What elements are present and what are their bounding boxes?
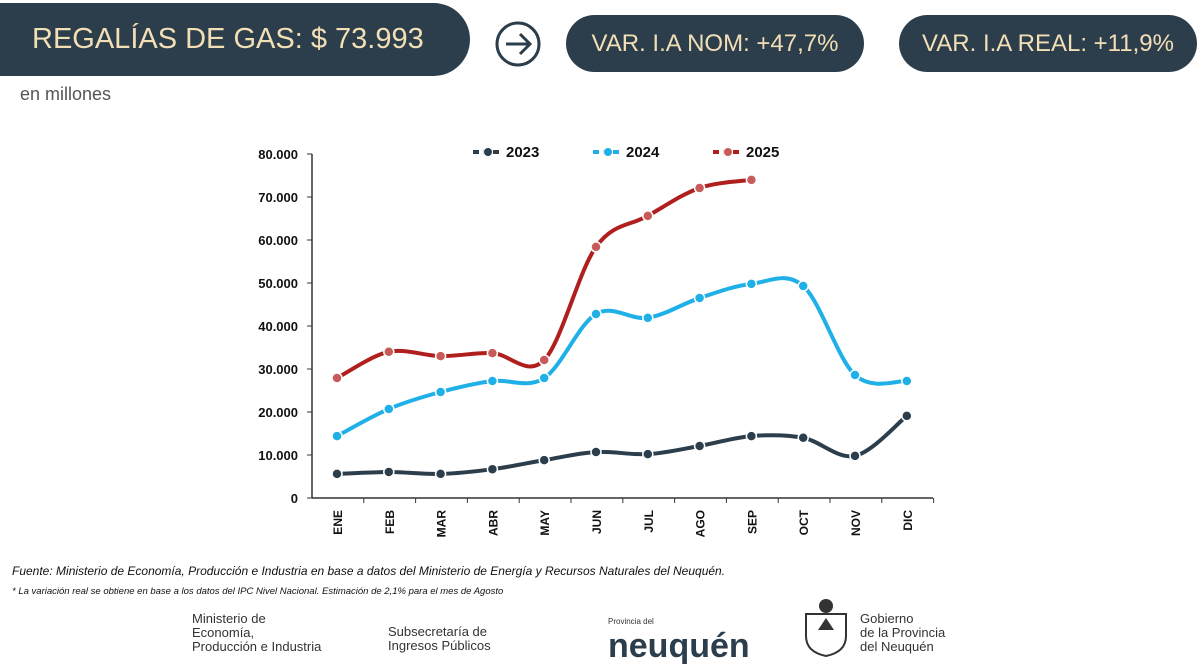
data-point-2023: [331, 468, 343, 480]
y-tick-label: 0: [291, 491, 298, 506]
legend-label-2023: 2023: [506, 144, 539, 161]
data-point-2023: [745, 430, 758, 442]
footnote: * La variación real se obtiene en base a…: [12, 586, 504, 597]
data-point-2025: [383, 346, 395, 358]
x-tick-label: SEP: [745, 510, 759, 534]
data-point-2024: [901, 375, 913, 387]
gobierno-logo: Gobierno de la Provincia del Neuquén: [860, 611, 946, 654]
source-note: Fuente: Ministerio de Economía, Producci…: [12, 564, 726, 578]
gas-royalties-title: REGALÍAS DE GAS: $ 73.993: [0, 3, 470, 76]
data-point-2024: [849, 369, 861, 381]
data-point-2025: [434, 350, 447, 362]
y-tick-label: 10.000: [258, 448, 298, 463]
data-point-2024: [797, 280, 809, 292]
data-point-2024: [590, 308, 602, 320]
data-point-2023: [849, 450, 861, 462]
data-point-2025: [745, 174, 758, 186]
data-point-2025: [486, 347, 499, 359]
data-point-2023: [538, 454, 550, 466]
data-point-2024: [383, 403, 395, 415]
y-tick-label: 50.000: [258, 276, 298, 291]
data-point-2023: [901, 410, 913, 422]
data-point-2024: [642, 312, 654, 324]
legend-marker-2024: [603, 147, 613, 157]
data-point-2023: [434, 468, 447, 480]
y-tick-label: 40.000: [258, 319, 298, 334]
var-nominal-badge: VAR. I.A NOM: +47,7%: [566, 15, 864, 72]
x-tick-label: DIC: [901, 510, 915, 531]
y-tick-label: 70.000: [258, 190, 298, 205]
x-tick-label: MAR: [435, 510, 449, 538]
data-point-2023: [693, 440, 706, 452]
arrow-right-icon: [495, 21, 541, 67]
x-tick-label: ENE: [331, 510, 345, 535]
data-point-2024: [693, 292, 706, 304]
legend-label-2024: 2024: [626, 144, 660, 161]
line-chart: 0 10.000 20.000 30.000 40.000 50.000 60.000 70.…: [258, 144, 935, 538]
series-line-2023: [336, 414, 909, 476]
ministry-logo: Ministerio de Economía, Producción e Indus…: [192, 611, 322, 654]
units-label: en millones: [20, 84, 112, 104]
data-point-2024: [745, 278, 758, 290]
var-real-text: VAR. I.A REAL: +11,9%: [922, 29, 1174, 57]
legend-marker-2025: [723, 147, 733, 157]
legend-label-2025: 2025: [746, 144, 779, 161]
x-tick-label: AGO: [694, 510, 708, 537]
data-point-2025: [642, 210, 654, 222]
data-point-2025: [590, 241, 602, 253]
title-text: REGALÍAS DE GAS: $ 73.993: [32, 23, 424, 55]
x-tick-label: JUL: [642, 510, 656, 533]
x-tick-label: MAY: [538, 510, 552, 536]
data-point-2025: [331, 372, 343, 384]
y-tick-label: 30.000: [258, 362, 298, 377]
y-tick-label: 60.000: [258, 233, 298, 248]
series-line-2025: [336, 177, 752, 380]
coat-of-arms-icon: [805, 599, 847, 658]
legend-marker-2023: [483, 147, 493, 157]
neuquen-logo: Provincia del neuquén: [608, 617, 750, 665]
subsecretaria-logo: Subsecretaría de Ingresos Públicos: [388, 624, 491, 653]
data-point-2024: [331, 430, 343, 442]
data-point-2023: [797, 432, 809, 444]
data-point-2024: [538, 372, 550, 384]
data-point-2023: [486, 463, 499, 475]
x-tick-label: ABR: [486, 510, 500, 536]
x-tick-label: FEB: [383, 510, 397, 534]
x-tick-label: NOV: [849, 510, 863, 536]
data-point-2024: [434, 386, 447, 398]
series-line-2024: [336, 276, 908, 438]
data-point-2023: [383, 466, 395, 478]
var-nominal-text: VAR. I.A NOM: +47,7%: [591, 29, 839, 57]
data-point-2023: [590, 446, 602, 458]
y-tick-label: 20.000: [258, 405, 298, 420]
data-point-2024: [486, 375, 499, 387]
y-tick-label: 80.000: [258, 147, 298, 162]
data-point-2025: [693, 182, 706, 194]
data-point-2025: [538, 354, 550, 366]
data-point-2023: [642, 448, 654, 460]
var-real-badge: VAR. I.A REAL: +11,9%: [899, 15, 1197, 72]
x-tick-label: OCT: [797, 509, 811, 535]
x-tick-label: JUN: [590, 510, 604, 534]
